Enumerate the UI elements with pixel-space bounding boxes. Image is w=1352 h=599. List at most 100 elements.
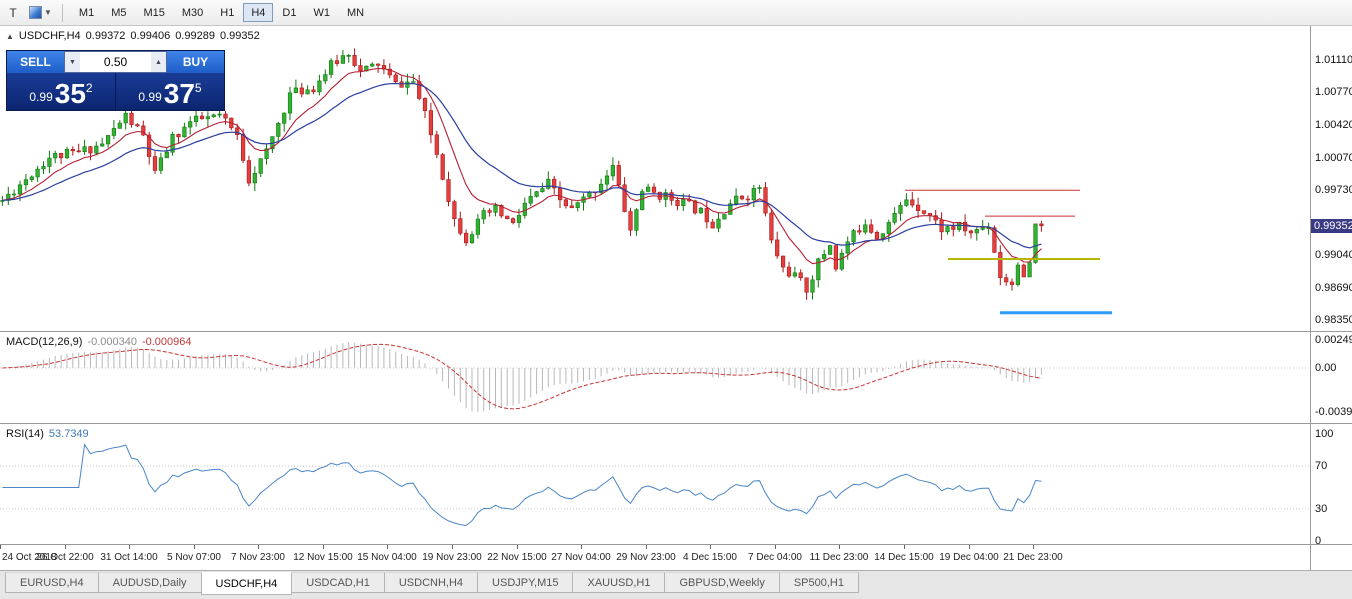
rsi-panel: RSI(14) 53.7349 100 70 30 0 (0, 424, 1352, 547)
chart-tab-usdjpy-m15[interactable]: USDJPY,M15 (477, 572, 574, 593)
macd-canvas[interactable] (0, 332, 1310, 428)
sell-price[interactable]: 0.99 35 2 (7, 73, 116, 110)
axis-label: 0.00 (1315, 362, 1337, 374)
collapse-icon[interactable]: ▲ (6, 32, 14, 41)
axis-label: 0.002492 (1315, 334, 1352, 346)
time-tick (452, 545, 453, 549)
toolbar: T ▼ M1 M5 M15 M30 H1 H4 D1 W1 MN (0, 0, 1352, 26)
chart-tab-xauusd-h1[interactable]: XAUUSD,H1 (572, 572, 666, 593)
time-tick (581, 545, 582, 549)
time-tick (969, 545, 970, 549)
chart-tab-sp500-h1[interactable]: SP500,H1 (778, 572, 859, 593)
time-tick (323, 545, 324, 549)
time-tick (839, 545, 840, 549)
one-click-trading-panel: SELL ▼ ▲ BUY 0.99 35 2 0.99 37 5 (6, 50, 225, 111)
axis-label: 30 (1315, 503, 1328, 515)
current-price-badge: 0.99352 (1311, 219, 1352, 233)
chart-tab-bar: EURUSD,H4 AUDUSD,Daily USDCHF,H4 USDCAD,H1 U… (0, 570, 1352, 599)
timeframe-button-d1[interactable]: D1 (282, 6, 297, 19)
axis-label: 0 (1315, 535, 1322, 547)
axis-label: 1.01110 (1315, 54, 1352, 66)
buy-price-prefix: 0.99 (138, 90, 162, 104)
time-tick (194, 545, 195, 549)
timeframe-button-w1[interactable]: W1 (313, 6, 330, 19)
volume-control: ▼ ▲ (64, 51, 167, 73)
axis-label: 1.00070 (1315, 152, 1352, 164)
axis-label: 0.98690 (1315, 282, 1352, 294)
axis-label: 0.99040 (1315, 249, 1352, 261)
volume-decrease-button[interactable]: ▼ (65, 52, 80, 72)
chart-tab-usdcad-h1[interactable]: USDCAD,H1 (291, 572, 385, 593)
rsi-canvas[interactable] (0, 424, 1310, 549)
buy-price-pip: 5 (194, 81, 202, 95)
macd-panel: MACD(12,26,9) -0.000340 -0.000964 0.002492… (0, 332, 1352, 424)
time-axis-label: 22 Nov 15:00 (487, 552, 547, 563)
macd-label: MACD(12,26,9) -0.000340 -0.000964 (6, 336, 197, 348)
toolbar-separator (61, 3, 63, 22)
rsi-value: 53.7349 (48, 428, 89, 440)
time-tick (775, 545, 776, 549)
time-axis-label: 5 Nov 07:00 (167, 552, 221, 563)
time-tick (258, 545, 259, 549)
buy-price[interactable]: 0.99 37 5 (116, 73, 224, 110)
color-scheme-button[interactable]: ▼ (25, 3, 56, 23)
time-axis-label: 14 Dec 15:00 (874, 552, 934, 563)
volume-input[interactable] (80, 52, 151, 72)
chart-tab-gbpusd-weekly[interactable]: GBPUSD,Weekly (664, 572, 780, 593)
time-tick (710, 545, 711, 549)
timeframe-button-m15[interactable]: M15 (143, 6, 165, 19)
time-axis-label: 29 Nov 23:00 (616, 552, 676, 563)
time-axis-label: 27 Nov 04:00 (551, 552, 611, 563)
chevron-down-icon: ▼ (44, 8, 52, 17)
time-axis-label: 24 Oct 2018 (2, 552, 57, 563)
time-tick (517, 545, 518, 549)
time-axis-label: 19 Dec 04:00 (939, 552, 999, 563)
chart-header: ▲ USDCHF,H4 0.99372 0.99406 0.99289 0.99352 (6, 30, 265, 42)
time-axis-label: 21 Dec 23:00 (1003, 552, 1063, 563)
time-tick (1033, 545, 1034, 549)
time-axis-label: 19 Nov 23:00 (422, 552, 482, 563)
chart-tab-usdcnh-h4[interactable]: USDCNH,H4 (383, 572, 479, 593)
timeframe-toolbar: M1 M5 M15 M30 H1 H4 D1 W1 MN (71, 3, 372, 22)
trade-controls-row: SELL ▼ ▲ BUY (7, 51, 224, 73)
time-axis-label: 31 Oct 14:00 (100, 552, 158, 563)
chart-tab-eurusd-h4[interactable]: EURUSD,H4 (5, 572, 99, 593)
chart-tab-usdchf-h4[interactable]: USDCHF,H4 (200, 572, 293, 595)
macd-value-hist: -0.000340 (87, 336, 137, 348)
sell-button[interactable]: SELL (7, 51, 64, 73)
macd-name: MACD(12,26,9) (6, 336, 83, 348)
time-tick (646, 545, 647, 549)
timeframe-button-mn[interactable]: MN (346, 6, 365, 19)
axis-label: 0.98350 (1315, 314, 1352, 326)
rsi-name: RSI(14) (6, 428, 44, 440)
time-tick (65, 545, 66, 549)
time-tick (904, 545, 905, 549)
time-tick (0, 545, 1, 549)
ohlc-low: 0.99289 (175, 30, 215, 42)
time-axis-label: 12 Nov 15:00 (293, 552, 353, 563)
sell-price-pip: 2 (85, 81, 93, 95)
time-tick (387, 545, 388, 549)
buy-button[interactable]: BUY (167, 51, 224, 73)
ohlc-close: 0.99352 (219, 30, 260, 42)
time-axis-label: 26 Oct 22:00 (36, 552, 94, 563)
ohlc-open: 0.99372 (85, 30, 126, 42)
timeframe-button-h4[interactable]: H4 (243, 3, 274, 22)
axis-label: 1.00770 (1315, 86, 1352, 98)
volume-increase-button[interactable]: ▲ (151, 52, 166, 72)
main-chart-canvas[interactable] (0, 26, 1310, 336)
text-tool-button[interactable]: T (9, 5, 17, 20)
time-axis[interactable]: 24 Oct 2018 26 Oct 22:00 31 Oct 14:00 5 Nov… (0, 545, 1352, 570)
time-axis-label: 7 Nov 23:00 (231, 552, 285, 563)
timeframe-button-h1[interactable]: H1 (220, 6, 235, 19)
axis-label: 0.99730 (1315, 184, 1352, 196)
rsi-label: RSI(14) 53.7349 (6, 428, 94, 440)
timeframe-button-m30[interactable]: M30 (181, 6, 204, 19)
time-axis-label: 15 Nov 04:00 (357, 552, 417, 563)
axis-label: 1.00420 (1315, 119, 1352, 131)
chart-tab-audusd-daily[interactable]: AUDUSD,Daily (97, 572, 202, 593)
axis-label: 100 (1315, 428, 1334, 440)
timeframe-button-m1[interactable]: M1 (78, 6, 95, 19)
timeframe-button-m5[interactable]: M5 (111, 6, 127, 19)
